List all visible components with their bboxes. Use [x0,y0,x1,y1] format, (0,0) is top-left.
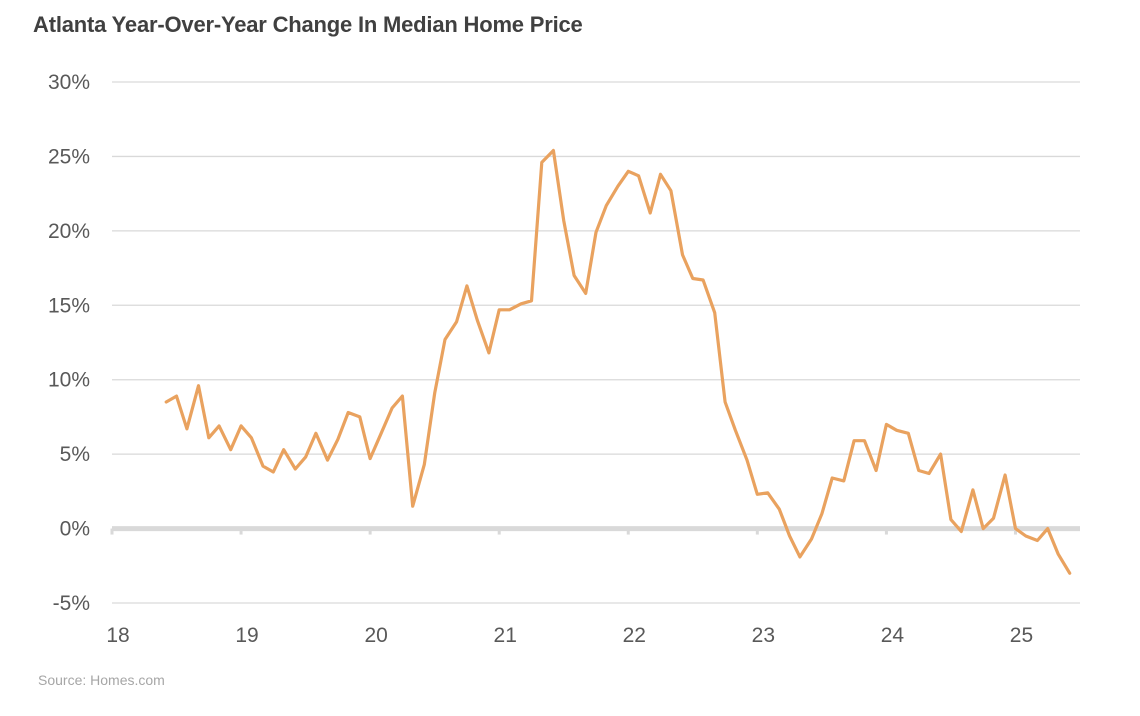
y-tick-label: 25% [48,145,90,168]
y-axis-ticks: 30% 25% 20% 15% 10% 5% 0% -5% [48,71,90,615]
x-tick-label: 22 [623,624,646,647]
y-tick-label: 20% [48,220,90,243]
x-tick-label: 21 [494,624,517,647]
x-tick-label: 25 [1010,624,1033,647]
y-tick-label: 0% [60,518,90,541]
y-tick-label: -5% [53,592,90,615]
x-tick-label: 18 [106,624,129,647]
series-layer [164,148,1072,575]
x-tick-label: 19 [235,624,258,647]
source-note: Source: Homes.com [38,672,165,688]
y-tick-label: 10% [48,369,90,392]
x-tick-label: 23 [752,624,775,647]
x-axis [110,526,1080,535]
y-tick-label: 5% [60,443,90,466]
y-tick-label: 30% [48,71,90,94]
x-axis-ticks: 18 19 20 21 22 23 24 25 [106,624,1033,647]
chart-title: Atlanta Year-Over-Year Change In Median … [33,12,583,37]
gridlines [112,81,1080,604]
x-tick-label: 24 [881,624,905,647]
y-tick-label: 15% [48,294,90,317]
x-tick-label: 20 [364,624,387,647]
series-line-0 [164,148,1072,575]
